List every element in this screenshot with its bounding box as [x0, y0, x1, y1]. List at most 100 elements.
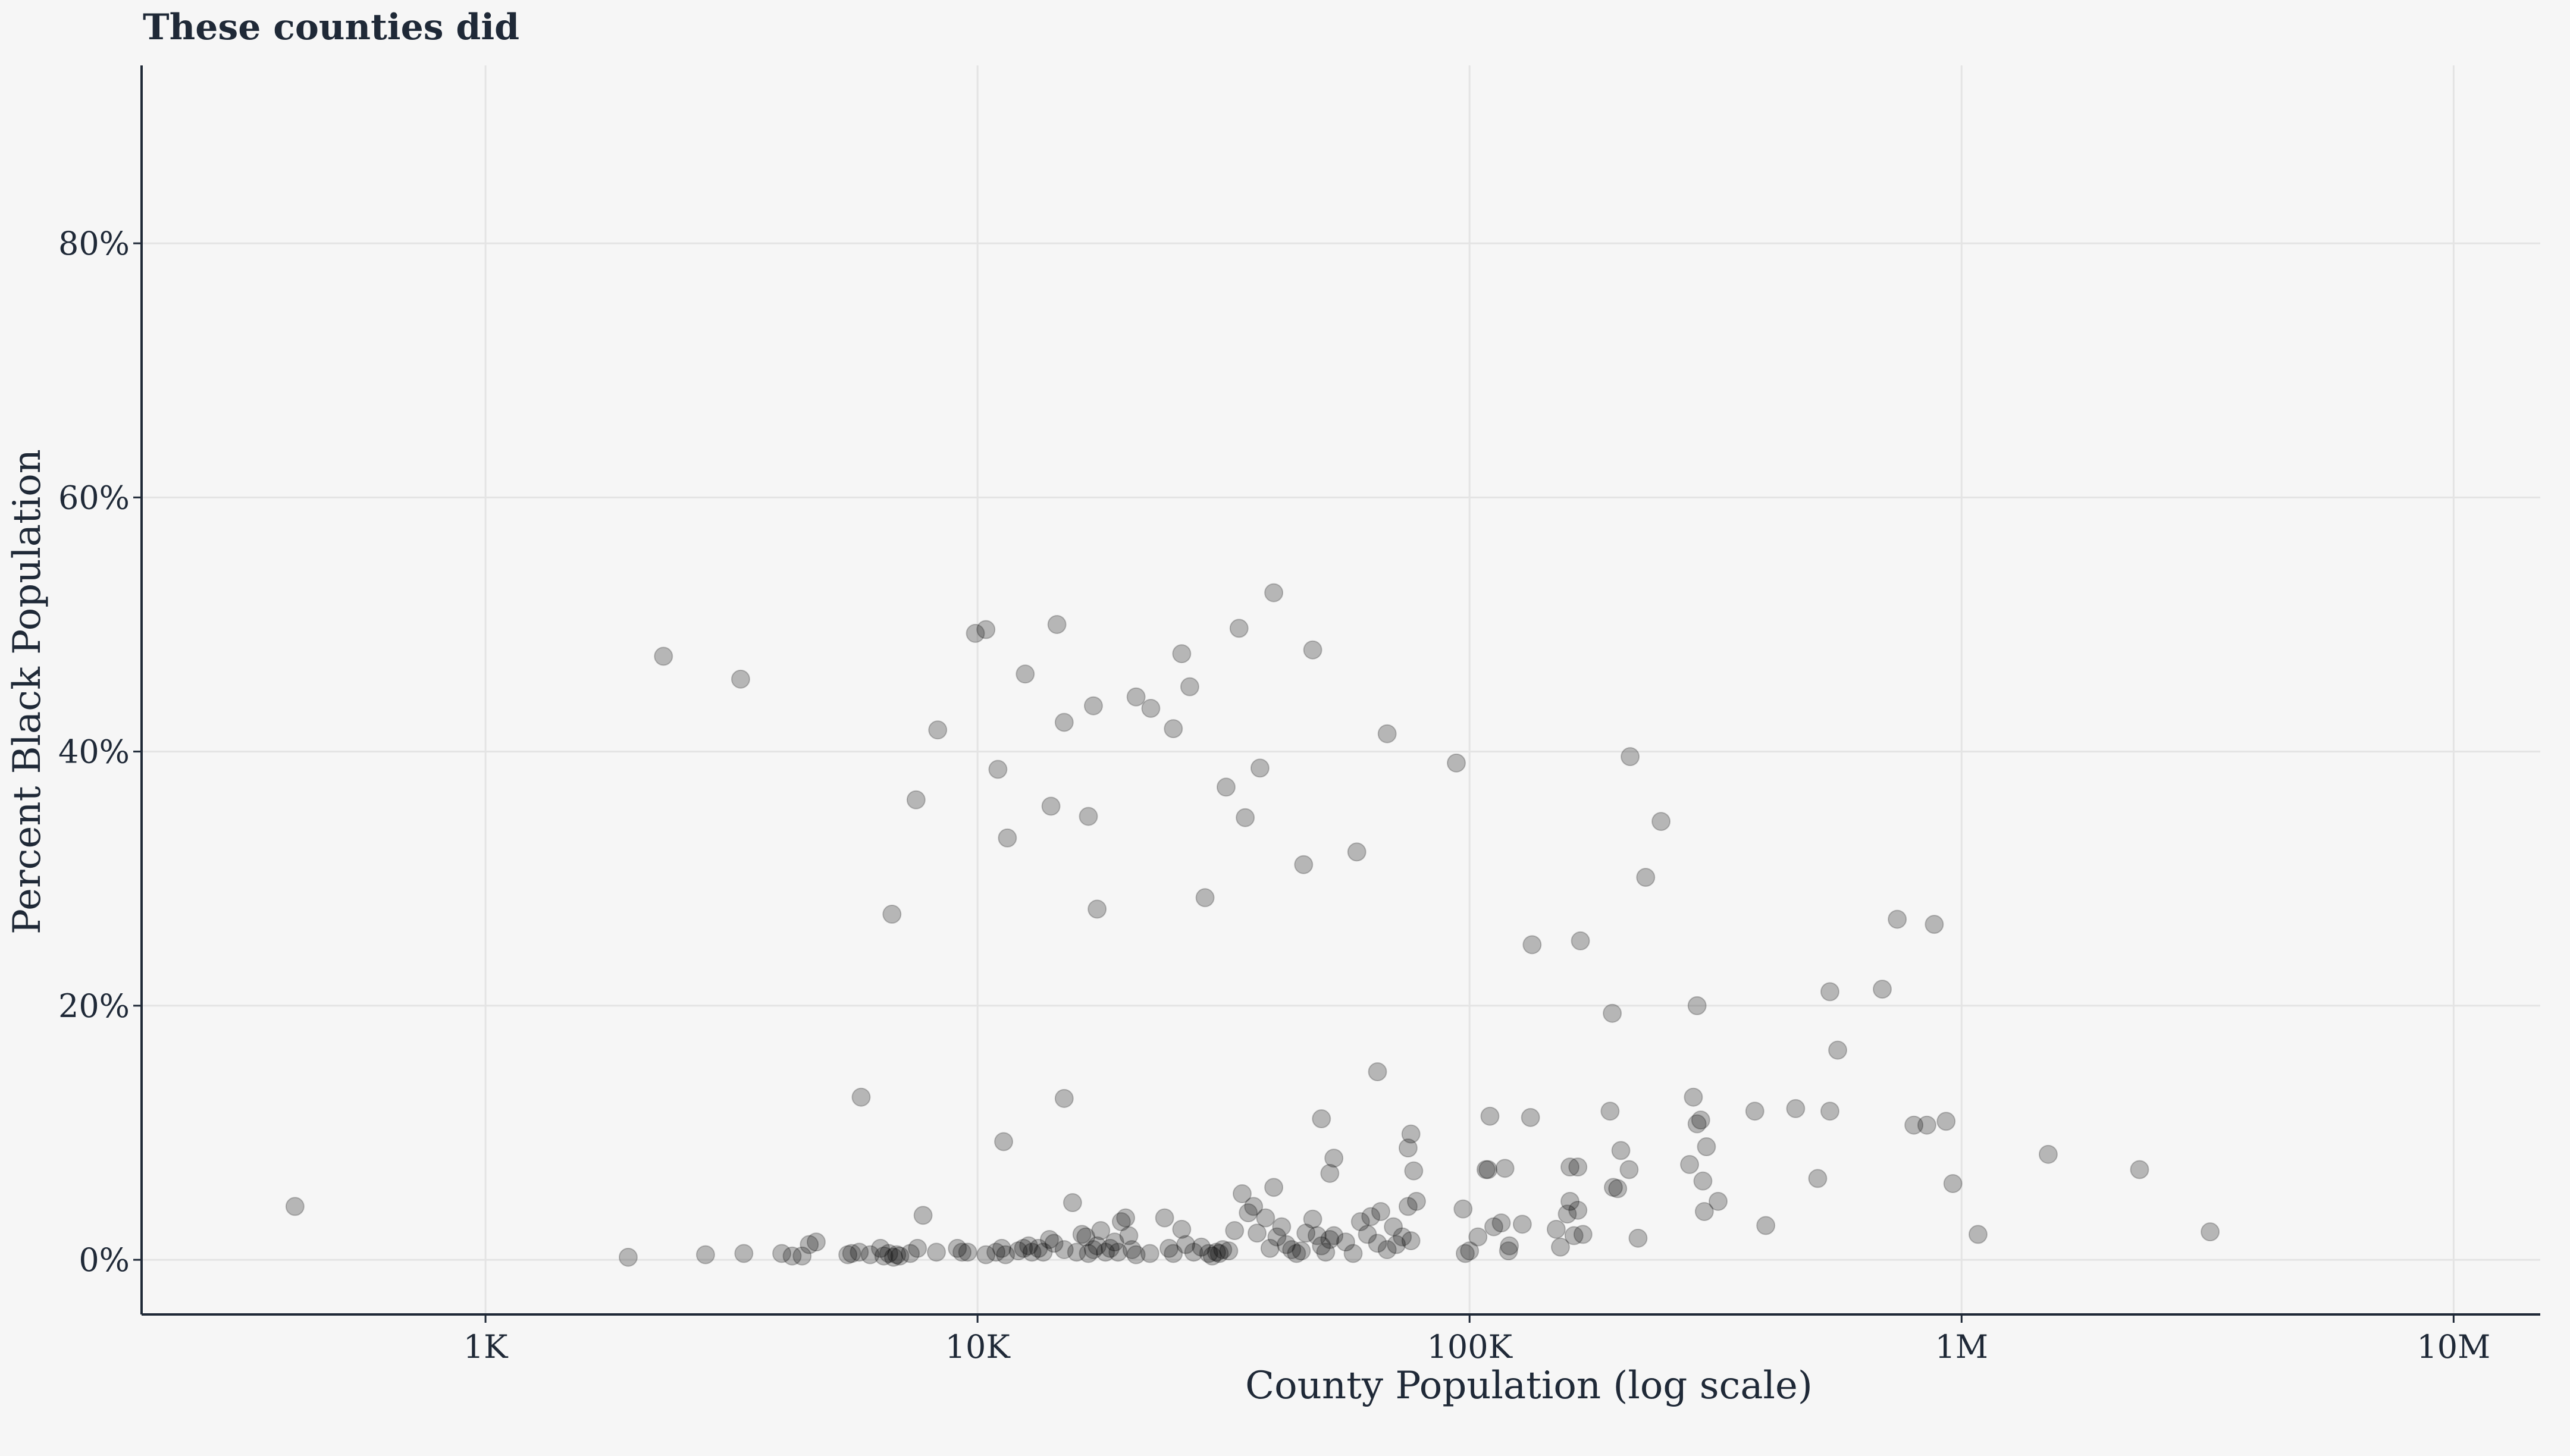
data-points [285, 583, 2220, 1267]
data-point [1828, 1040, 1848, 1060]
data-point [1022, 1242, 1042, 1262]
data-point [1303, 1209, 1322, 1229]
data-point [1307, 1226, 1327, 1245]
data-point [1756, 1216, 1776, 1235]
data-point [1691, 1110, 1710, 1130]
data-point [1564, 1226, 1584, 1245]
data-point [1687, 1114, 1707, 1134]
data-point [860, 1245, 880, 1264]
data-point [1063, 1193, 1082, 1213]
data-point [1206, 1242, 1226, 1262]
data-point [1213, 1240, 1233, 1260]
data-point [1016, 664, 1035, 684]
data-point [1560, 1157, 1580, 1177]
data-point [1176, 1235, 1196, 1254]
data-point [1522, 935, 1542, 955]
data-point [1079, 807, 1098, 826]
data-point [782, 1246, 802, 1266]
data-point [1611, 1141, 1631, 1160]
data-point [1917, 1115, 1936, 1135]
data-point [1101, 1238, 1120, 1258]
data-point [1083, 1240, 1103, 1260]
data-point [1122, 1240, 1142, 1260]
data-point [1358, 1225, 1377, 1244]
data-point [1184, 1242, 1203, 1262]
data-point [842, 1244, 861, 1263]
data-point [883, 1247, 903, 1267]
data-point [1260, 1238, 1280, 1258]
data-point [838, 1245, 858, 1264]
data-point [1116, 1208, 1136, 1228]
data-point [1680, 1154, 1700, 1174]
data-point [1350, 1212, 1370, 1232]
axes: 1K 10K 100K 1M 10M 0% 20% 40% 60% 80% [58, 65, 2540, 1366]
data-point [2038, 1144, 2058, 1164]
data-point [1294, 855, 1314, 874]
data-point [1219, 1241, 1239, 1261]
data-point [618, 1247, 638, 1267]
data-point [285, 1197, 305, 1216]
data-point [1041, 796, 1061, 816]
x-tick-label: 10K [945, 1328, 1011, 1366]
data-point [1484, 1217, 1503, 1237]
data-point [1202, 1246, 1222, 1266]
data-point [1447, 753, 1466, 773]
data-point [850, 1242, 869, 1262]
data-point [1248, 1223, 1267, 1243]
data-point [1287, 1244, 1306, 1263]
data-point [988, 760, 1008, 779]
data-point [1873, 980, 1892, 999]
data-point [874, 1246, 894, 1266]
data-point [1239, 1203, 1258, 1223]
data-point [1512, 1215, 1532, 1234]
data-point [1745, 1102, 1764, 1121]
data-point [1126, 687, 1146, 707]
grid-lines [142, 65, 2540, 1314]
data-point [1500, 1236, 1519, 1256]
data-point [1282, 1240, 1302, 1260]
data-point [1453, 1199, 1473, 1219]
data-point [851, 1087, 871, 1107]
data-point [806, 1232, 826, 1252]
data-point [1820, 982, 1839, 1002]
data-point [1568, 1200, 1588, 1220]
chart-title: These counties did [143, 7, 519, 48]
data-point [1264, 583, 1284, 603]
data-point [1236, 808, 1255, 827]
x-axis-label: County Population (log scale) [1245, 1364, 1813, 1408]
data-point [1694, 1201, 1714, 1221]
data-point [976, 1245, 996, 1264]
data-point [1008, 1241, 1028, 1261]
data-point [1033, 1242, 1053, 1262]
y-tick-label: 40% [58, 733, 130, 771]
data-point [882, 905, 902, 924]
data-point [1600, 1102, 1620, 1121]
data-point [1603, 1178, 1623, 1197]
data-point [1786, 1099, 1806, 1118]
data-point [1164, 1244, 1183, 1263]
data-point [1320, 1163, 1340, 1183]
data-point [1560, 1191, 1580, 1211]
data-point [1256, 1208, 1275, 1228]
data-point [948, 1238, 967, 1258]
data-point [1192, 1237, 1211, 1257]
data-point [1888, 909, 1907, 929]
data-point [1603, 1003, 1622, 1023]
data-point [1209, 1244, 1229, 1263]
data-point [1250, 758, 1270, 778]
data-point [1460, 1241, 1480, 1261]
data-point [1347, 842, 1367, 862]
data-point [800, 1235, 819, 1254]
data-point [1904, 1115, 1924, 1135]
data-point [1119, 1226, 1139, 1245]
data-point [1096, 1242, 1115, 1262]
x-tick-label: 1K [463, 1328, 509, 1366]
data-point [1054, 1088, 1074, 1108]
data-point [1303, 640, 1322, 660]
data-point [1480, 1106, 1500, 1126]
data-point [1087, 1236, 1107, 1256]
data-point [1277, 1235, 1296, 1254]
y-tick-label: 60% [58, 479, 130, 516]
data-point [890, 1246, 910, 1266]
data-point [1232, 1184, 1252, 1204]
